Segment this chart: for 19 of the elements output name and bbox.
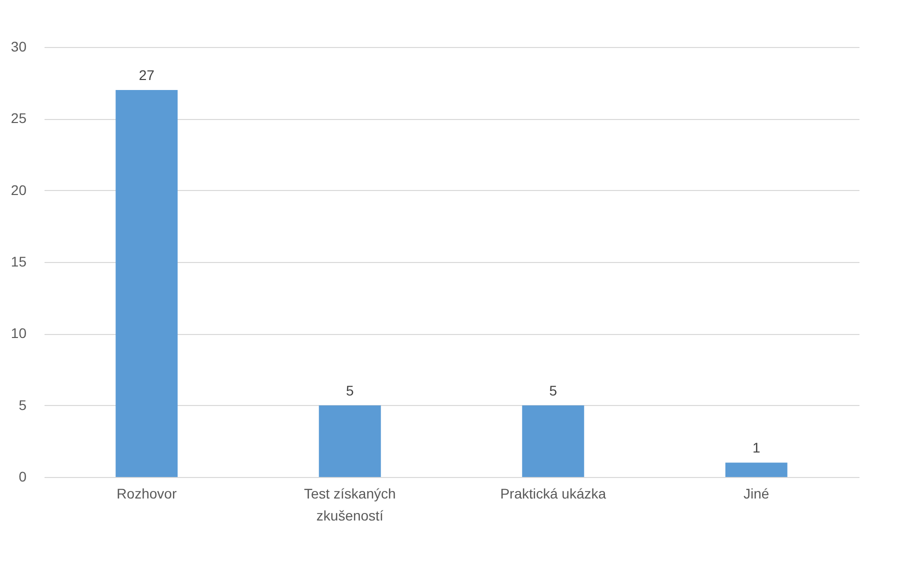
data-label: 27 [138, 67, 155, 83]
y-tick-label: 0 [18, 468, 27, 484]
x-tick-label: Rozhovor [116, 486, 177, 502]
data-label: 1 [752, 440, 760, 456]
bar [725, 462, 788, 477]
y-tick-label: 20 [10, 182, 27, 198]
x-tick-label: Jiné [744, 486, 770, 502]
y-tick-label: 25 [10, 110, 27, 126]
bar [116, 90, 178, 477]
y-tick-label: 15 [10, 254, 27, 270]
x-tick-label: Praktická ukázka [500, 486, 606, 502]
y-tick-label: 30 [10, 38, 27, 54]
y-tick-label: 5 [18, 396, 27, 413]
y-tick-label: 10 [10, 325, 27, 342]
data-label: 5 [346, 382, 354, 398]
bar [318, 405, 381, 477]
bar [522, 405, 584, 477]
x-tick-label: Test získaných zkušeností [304, 486, 396, 524]
data-label: 5 [549, 382, 558, 398]
